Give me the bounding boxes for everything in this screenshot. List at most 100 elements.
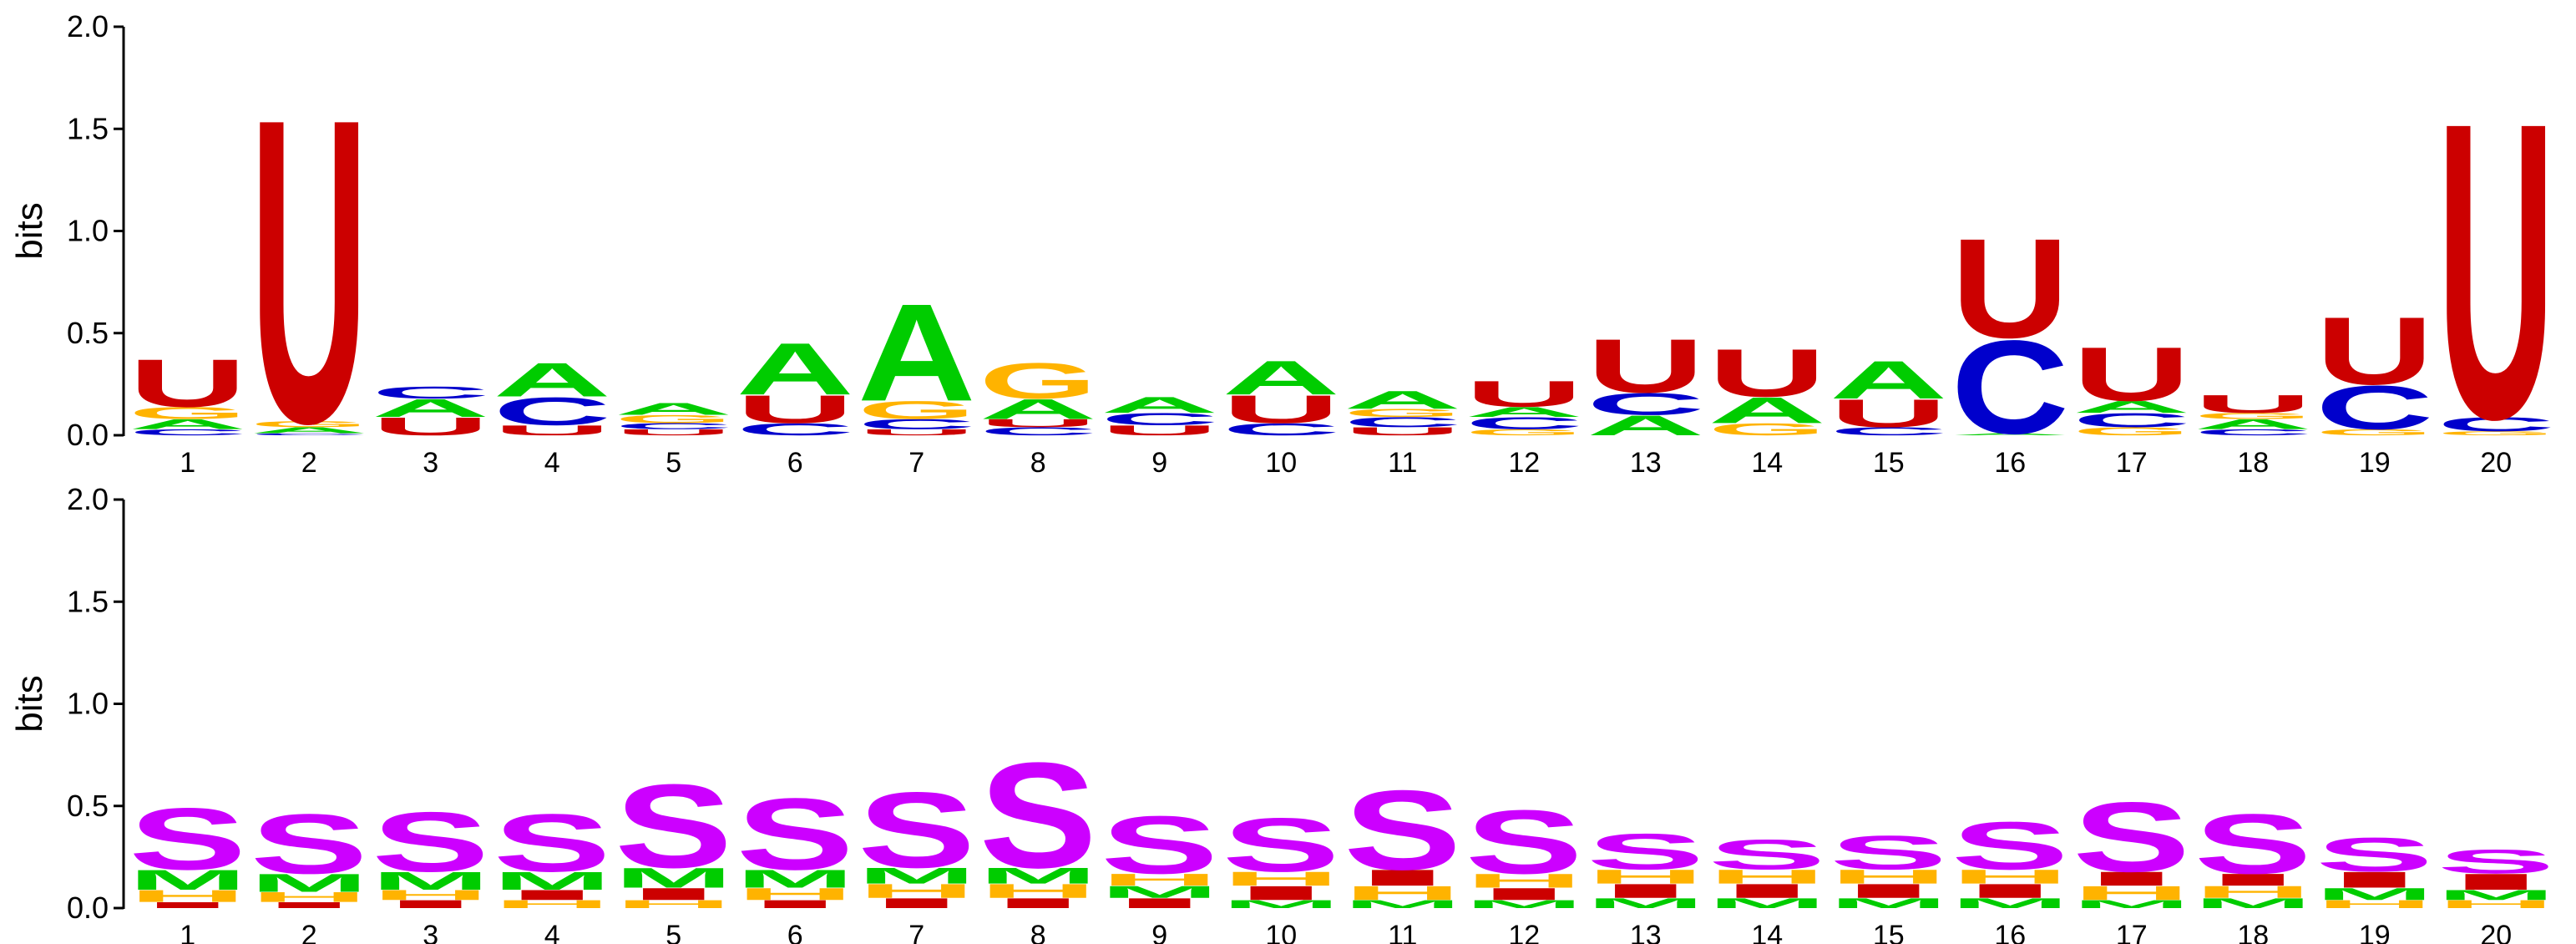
- logo-letter-G: G: [129, 403, 246, 423]
- x-tick-label: 4: [544, 447, 560, 479]
- logo-letter-S: S: [2437, 843, 2555, 881]
- logo-letter-M: M: [1222, 898, 1340, 911]
- logo-column: CUA: [736, 328, 855, 439]
- x-tick-label: 12: [1508, 920, 1540, 944]
- logo-letter-U: U: [1708, 335, 1826, 411]
- x-tick-label: 5: [666, 447, 681, 479]
- logo-letter-I: I: [1830, 880, 1947, 902]
- logo-letter-I: I: [129, 901, 246, 910]
- y-tick-label: 1.5: [67, 584, 109, 618]
- logo-column: UAC: [372, 383, 490, 441]
- x-tick-label: 17: [2116, 447, 2148, 479]
- logo-letter-U: U: [1951, 209, 2069, 368]
- x-tick-label: 18: [2237, 920, 2269, 944]
- logo-letter-U: U: [979, 417, 1097, 429]
- logo-letter-S: S: [1708, 830, 1826, 878]
- logo-letter-H: H: [1222, 868, 1340, 891]
- logo-letter-U: U: [129, 345, 246, 421]
- logo-letter-M: M: [1344, 898, 1461, 911]
- logo-letter-G: G: [251, 419, 368, 429]
- y-tick-label: 1.0: [67, 214, 109, 248]
- logo-letter-M: M: [2315, 885, 2433, 904]
- x-tick-label: 11: [1388, 447, 1417, 479]
- x-tick-label: 8: [1030, 920, 1046, 944]
- logo-letter-I: I: [1587, 880, 1704, 902]
- x-tick-label: 3: [423, 447, 438, 479]
- logo-letter-S: S: [2072, 782, 2190, 893]
- logo-letter-S: S: [1344, 767, 1462, 894]
- logo-letter-C: C: [2194, 428, 2312, 437]
- logo-letter-S: S: [2194, 797, 2312, 892]
- logo-letter-S: S: [493, 797, 611, 889]
- y-axis-label: bits: [9, 675, 50, 732]
- logo-letter-U: U: [2437, 36, 2555, 507]
- logo-letter-C: C: [1465, 414, 1583, 433]
- x-tick-label: 14: [1751, 920, 1783, 944]
- logo-letter-A: A: [1951, 433, 2069, 436]
- logo-column: CUA: [1830, 350, 1948, 438]
- logo-letter-U: U: [1830, 392, 1947, 436]
- logo-letter-C: C: [1830, 425, 1947, 438]
- logo-letter-C: C: [1222, 420, 1340, 439]
- logo-letter-I: I: [615, 885, 732, 904]
- logo-letter-I: I: [2072, 868, 2190, 891]
- logo-letter-G: G: [2437, 430, 2555, 437]
- x-tick-label: 13: [1630, 447, 1662, 479]
- logo-letter-A: A: [493, 353, 611, 407]
- x-tick-label: 6: [787, 920, 803, 944]
- logo-letter-G: G: [1344, 407, 1461, 419]
- x-tick-label: 4: [544, 920, 560, 944]
- x-tick-label: 9: [1151, 447, 1167, 479]
- logo-letter-G: G: [2315, 428, 2433, 437]
- logo-letter-S: S: [372, 794, 489, 890]
- logo-letter-A: A: [858, 274, 975, 430]
- logo-column: CUA: [1222, 351, 1340, 439]
- logo-letter-S: S: [1465, 791, 1583, 893]
- logo-letter-M: M: [129, 864, 246, 896]
- logo-letter-I: I: [1708, 880, 1826, 902]
- logo-letter-S: S: [1101, 799, 1218, 891]
- x-tick-label: 19: [2359, 920, 2391, 944]
- logo-letter-H: H: [1587, 865, 1704, 888]
- x-tick-label: 2: [301, 447, 317, 479]
- logo-letter-M: M: [736, 865, 854, 893]
- x-tick-label: 15: [1873, 447, 1905, 479]
- x-tick-label: 3: [423, 920, 438, 944]
- logo-column: GCU: [2437, 36, 2555, 507]
- logo-letter-I: I: [1465, 885, 1583, 904]
- y-tick-label: 0.0: [67, 418, 109, 452]
- logo-letter-A: A: [1101, 392, 1219, 417]
- logo-letter-C: C: [858, 416, 975, 432]
- logo-letter-G: G: [2072, 425, 2190, 438]
- y-tick-label: 1.5: [67, 111, 109, 145]
- x-tick-label: 10: [1265, 920, 1297, 944]
- logo-letter-M: M: [1830, 896, 1947, 911]
- logo-letter-I: I: [1222, 882, 1340, 905]
- logo-letter-C: C: [372, 383, 489, 403]
- x-tick-label: 10: [1265, 447, 1297, 479]
- logo-letter-M: M: [2194, 896, 2312, 911]
- logo-letter-U: U: [1222, 388, 1340, 432]
- logo-letter-A: A: [1222, 351, 1340, 405]
- logo-letter-C: C: [979, 425, 1097, 438]
- logo-letter-I: I: [1951, 880, 2069, 902]
- logo-letter-G: G: [858, 396, 975, 424]
- logo-letter-I: I: [858, 896, 975, 911]
- logo-letter-M: M: [1101, 882, 1218, 901]
- logo-letter-U: U: [251, 29, 369, 514]
- logo-letter-S: S: [858, 770, 975, 891]
- logo-letter-C: C: [493, 389, 611, 434]
- logo-letter-C: C: [1344, 414, 1461, 430]
- y-tick-label: 2.0: [67, 9, 109, 43]
- y-tick-label: 1.0: [67, 687, 109, 721]
- logo-letter-I: I: [2194, 870, 2312, 890]
